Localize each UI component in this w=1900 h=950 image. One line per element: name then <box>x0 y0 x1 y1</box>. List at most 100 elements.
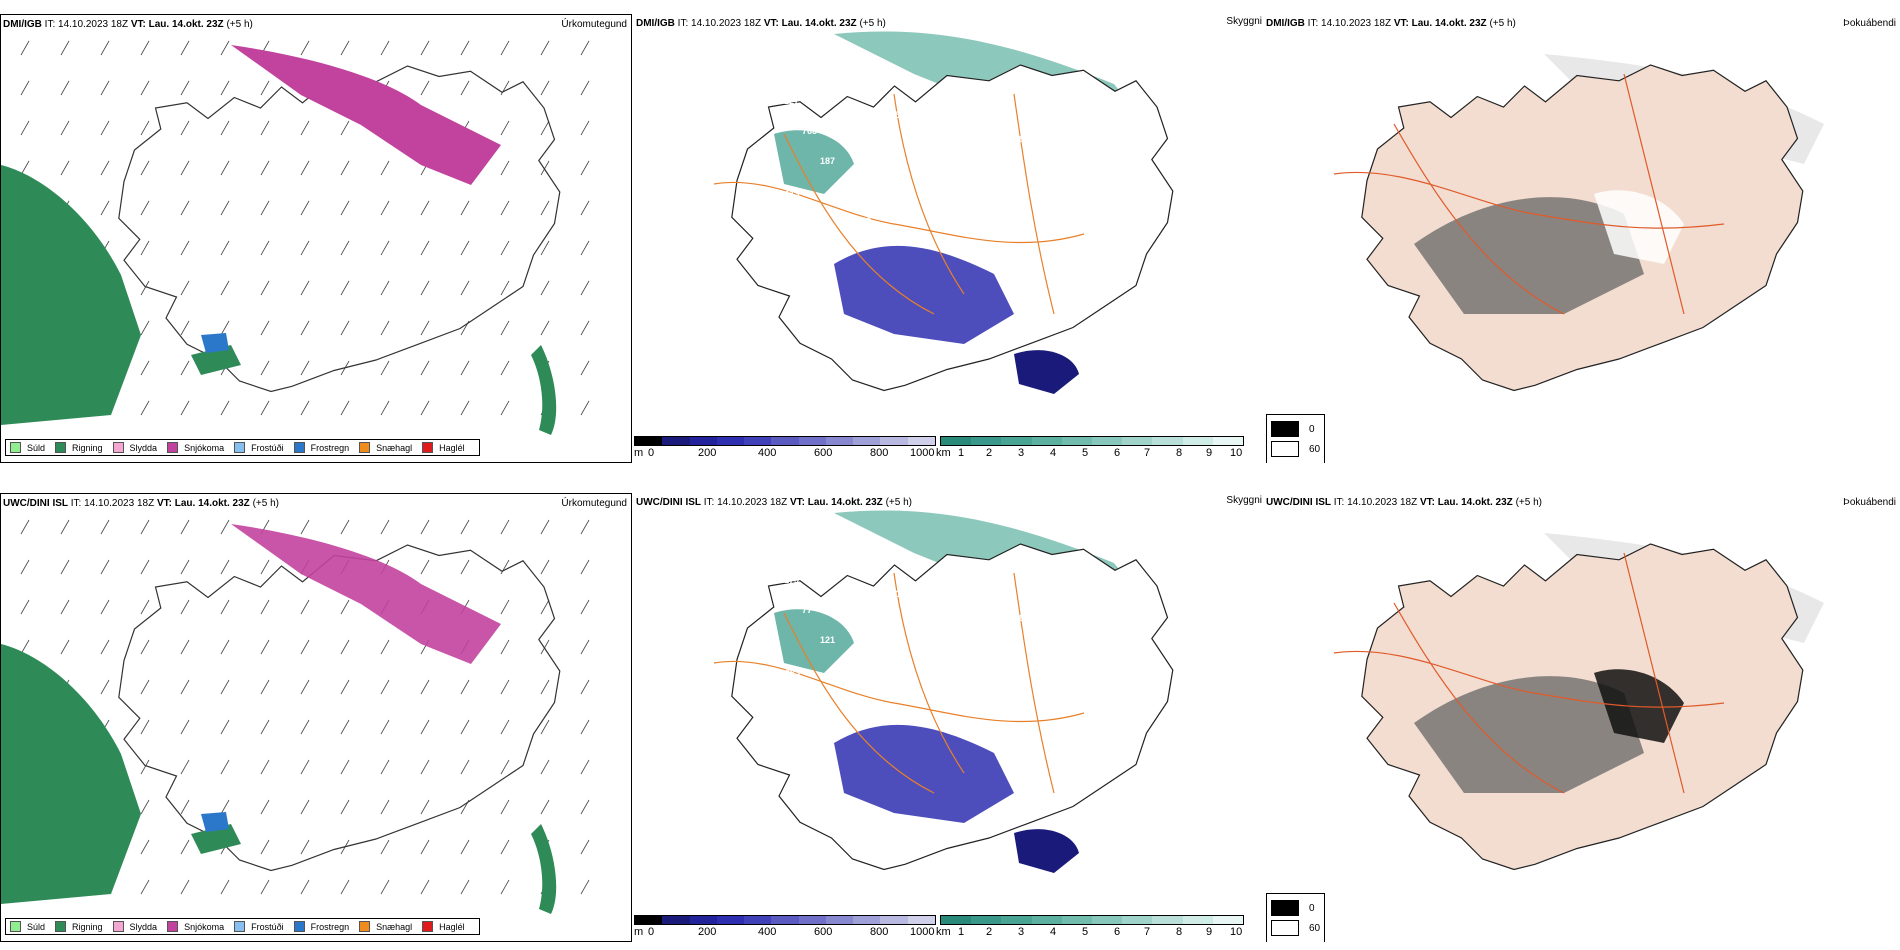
visibility-value-label: 66 <box>944 659 954 669</box>
legend-item: 0 <box>1271 898 1320 918</box>
legend-item: Súld <box>10 921 45 932</box>
wind-barb <box>380 200 390 216</box>
wind-barb <box>20 599 30 615</box>
wind-barb <box>540 240 550 256</box>
legend-swatch <box>112 442 124 453</box>
wind-barb <box>140 320 150 336</box>
colorbar-segment <box>1061 916 1093 924</box>
wind-barb <box>300 280 310 296</box>
wind-barb <box>180 40 190 56</box>
wind-barb <box>60 519 70 535</box>
colorbar-ticks: km 1 2 3 4 5 6 7 8 9 10 <box>936 925 1244 939</box>
visibility-value-label: 25 <box>890 110 900 120</box>
colorbar-segment <box>1122 916 1153 924</box>
freezing-rain-area <box>201 333 229 353</box>
visibility-value-label: 204 <box>890 589 905 599</box>
colorbar-unit: km <box>936 926 951 938</box>
wind-barb <box>500 639 510 655</box>
wind-barb <box>140 639 150 655</box>
visibility-value-label: 274 <box>944 180 959 190</box>
wind-barb <box>460 759 470 775</box>
wind-barb <box>140 519 150 535</box>
wind-barb <box>140 759 150 775</box>
colorbar-ticks: m 0 200 400 600 800 1000 <box>634 446 936 460</box>
legend-label: Súld <box>27 921 46 932</box>
panel-title: Skyggni <box>1226 495 1262 506</box>
legend-swatch <box>1271 900 1299 916</box>
colorbar-segment <box>1152 916 1183 924</box>
legend-label: 60 <box>1309 922 1321 934</box>
wind-barb <box>500 120 510 136</box>
init-time: 14.10.2023 18Z <box>1347 497 1418 508</box>
road-network <box>713 93 1085 315</box>
it-label: IT: <box>677 18 689 29</box>
colorbar-ticks: m 0 200 400 600 800 1000 <box>634 925 936 939</box>
lead-time: (+5 h) <box>252 498 279 509</box>
wind-barb <box>100 599 110 615</box>
wind-barb <box>140 120 150 136</box>
wind-barb <box>140 839 150 855</box>
precip-map <box>1 40 590 435</box>
wind-barb <box>180 559 190 575</box>
wind-barb <box>300 320 310 336</box>
legend-label: Rigning <box>72 442 103 453</box>
wind-barb <box>420 719 430 735</box>
wind-barb <box>260 160 270 176</box>
visibility-value-label: 102 <box>1067 131 1082 141</box>
legend-swatch <box>293 921 305 932</box>
wind-barb <box>100 120 110 136</box>
lead-time: (+5 h) <box>1515 497 1542 508</box>
wind-barb <box>300 200 310 216</box>
it-label: IT: <box>70 498 82 509</box>
wind-barb <box>380 799 390 815</box>
colorbar-bar <box>940 915 1244 925</box>
colorbar-segment <box>771 916 799 924</box>
wind-barb <box>500 360 510 376</box>
legend-item: 0 <box>1271 419 1320 439</box>
wind-barb <box>260 759 270 775</box>
wind-barb <box>420 559 430 575</box>
fog-map <box>1333 533 1824 871</box>
colorbar-segment <box>825 916 854 924</box>
wind-barb <box>220 719 230 735</box>
wind-barb <box>540 80 550 96</box>
colorbar-segment <box>907 916 935 924</box>
colorbar-segment <box>662 437 690 445</box>
tick-label: 2 <box>986 447 993 459</box>
visibility-value-label: 140 <box>838 665 853 675</box>
wind-barb <box>220 879 230 895</box>
legend-swatch <box>359 442 371 453</box>
vt-label: VT: <box>1393 18 1409 29</box>
wind-barb <box>220 559 230 575</box>
tick-label: 400 <box>758 447 777 459</box>
wind-barb <box>300 519 310 535</box>
wind-barb <box>540 280 550 296</box>
legend-label: Snæhagl <box>376 442 413 453</box>
legend-swatch <box>1271 920 1299 936</box>
wind-barb <box>180 879 190 895</box>
it-label: IT: <box>44 19 56 30</box>
valid-time: Lau. 14.okt. 23Z <box>1437 497 1513 508</box>
wind-barb <box>460 400 470 416</box>
legend-label: Haglél <box>439 921 465 932</box>
visibility-value-label: 824 <box>908 140 923 150</box>
legend-item: Snæhagl <box>359 921 412 932</box>
wind-barb <box>580 40 590 56</box>
visibility-value-label: 51 <box>996 104 1006 114</box>
wind-barb <box>460 40 470 56</box>
wind-barb <box>580 320 590 336</box>
wind-barb <box>420 879 430 895</box>
visibility-value-label: 177 <box>997 197 1012 207</box>
visibility-value-label: 73 <box>1015 227 1025 237</box>
wind-barb <box>380 679 390 695</box>
wind-barb <box>460 559 470 575</box>
legend-label: Snjókoma <box>184 921 225 932</box>
colorbar-segment <box>1001 916 1032 924</box>
legend-swatch <box>10 921 21 932</box>
wind-barb <box>260 360 270 376</box>
tick-label: 400 <box>758 926 777 938</box>
wind-barb <box>260 240 270 256</box>
wind-barb <box>180 120 190 136</box>
legend-label: Frostúði <box>251 921 284 932</box>
legend-item: Snjókoma <box>167 921 224 932</box>
